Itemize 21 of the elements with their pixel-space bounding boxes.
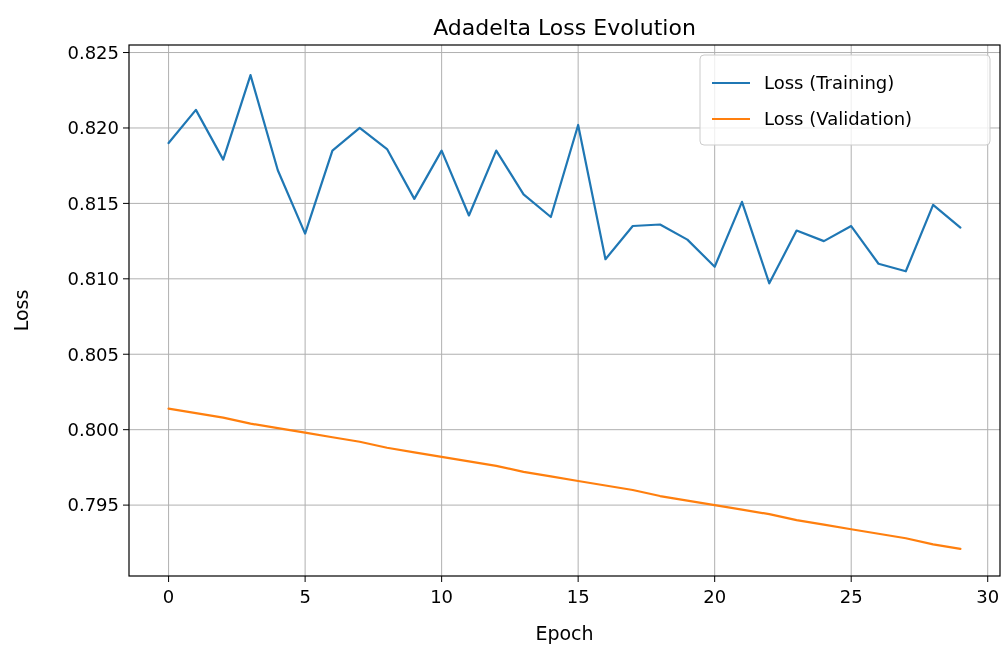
legend-label: Loss (Validation) [764,108,913,130]
y-tick-label: 0.800 [67,418,119,440]
line-series [167,74,962,285]
y-tick-label: 0.795 [67,494,119,516]
x-axis-title: Epoch [535,622,594,644]
x-tick-label: 30 [976,586,1000,607]
x-tick-label: 10 [430,586,454,607]
x-tick-label: 5 [299,586,311,607]
x-tick-label: 0 [162,586,175,607]
legend-label: Loss (Training) [764,72,895,94]
y-axis-title: Loss [10,289,32,332]
y-tick-label: 0.825 [67,41,119,63]
chart-title: Adadelta Loss Evolution [433,15,696,40]
y-tick-label: 0.805 [67,343,119,365]
x-tick-label: 15 [566,586,590,607]
x-tick-label: 25 [839,586,863,607]
x-tick-label: 20 [703,586,727,607]
line-series [167,407,962,550]
y-tick-label: 0.820 [67,117,119,139]
y-tick-label: 0.815 [67,192,119,214]
y-tick-label: 0.810 [67,268,119,290]
